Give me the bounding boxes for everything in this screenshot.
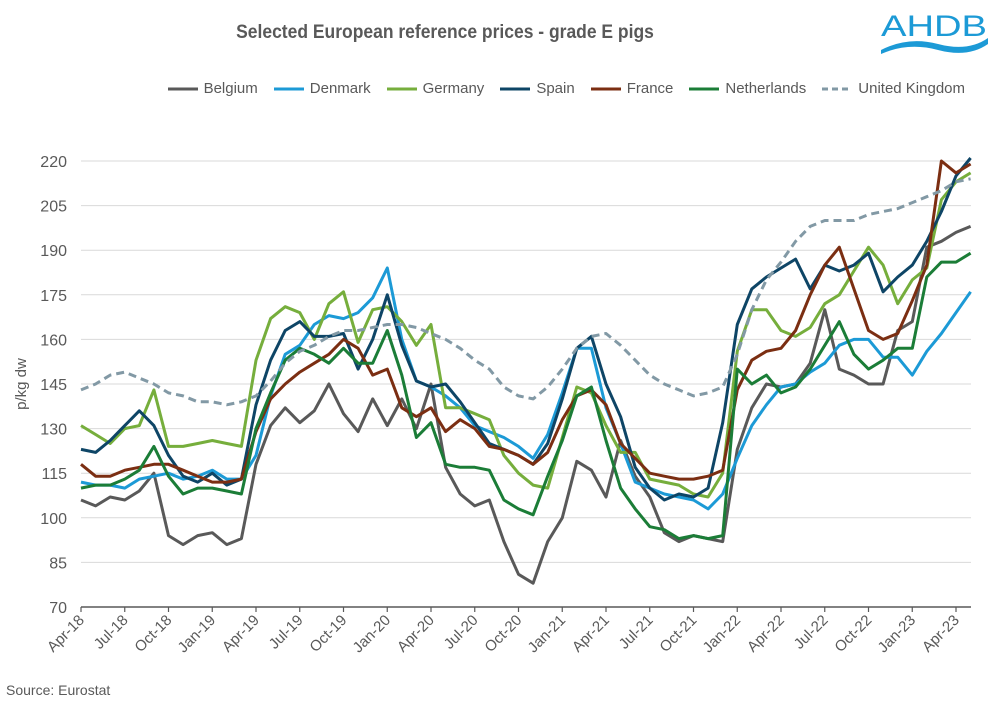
x-tick-label: Apr-18: [44, 612, 88, 656]
y-tick-label: 175: [40, 288, 67, 305]
x-tick-label: Jan-22: [700, 612, 744, 656]
x-tick-label: Oct-19: [306, 612, 350, 656]
x-tick-label: Jan-20: [350, 612, 394, 656]
legend-label: United Kingdom: [858, 80, 965, 97]
x-tick-label: Oct-18: [131, 612, 175, 656]
x-tick-label: Jul-18: [91, 612, 132, 653]
y-tick-label: 145: [40, 377, 67, 394]
series-line-spain: [80, 157, 972, 502]
x-tick-label: Apr-23: [919, 612, 963, 656]
legend-label: France: [626, 80, 674, 97]
legend-swatch: [167, 87, 198, 90]
logo-wave-icon: [881, 38, 988, 54]
x-tick-label: Jul-19: [266, 612, 307, 653]
series-line-netherlands: [80, 251, 972, 541]
legend: Belgium Denmark Germany Spain France Netherla…: [0, 80, 995, 97]
legend-label: Spain: [536, 80, 575, 97]
legend-swatch: [386, 87, 417, 90]
x-tick-label: Apr-22: [744, 612, 788, 656]
legend-swatch: [500, 87, 531, 90]
legend-item-denmark: Denmark: [272, 80, 371, 97]
y-tick-label: 205: [40, 199, 67, 216]
y-tick-label: 220: [40, 154, 67, 171]
x-tick-label: Apr-19: [219, 612, 263, 656]
y-tick-label: 130: [40, 422, 67, 439]
x-tick-label: Oct-20: [481, 612, 525, 656]
ahdb-logo: AHDB: [878, 6, 990, 56]
y-tick-label: 190: [40, 243, 67, 260]
y-tick-label: 85: [49, 555, 67, 572]
x-tick-label: Jul-22: [791, 612, 832, 653]
series-line-denmark: [80, 266, 972, 511]
legend-swatch: [822, 87, 853, 90]
chart-title: Selected European reference prices - gra…: [236, 22, 654, 43]
x-tick-label: Apr-20: [394, 612, 438, 656]
x-tick-label: Oct-21: [656, 612, 700, 656]
legend-item-belgium: Belgium: [166, 80, 258, 97]
x-tick-label: Jan-23: [875, 612, 919, 656]
legend-item-france: France: [589, 80, 674, 97]
legend-label: Denmark: [309, 80, 371, 97]
series-line-united-kingdom: [80, 177, 971, 407]
legend-label: Belgium: [203, 80, 258, 97]
legend-item-netherlands: Netherlands: [687, 80, 806, 97]
y-axis-label: p/kg dw: [13, 358, 30, 410]
x-tick-label: Apr-21: [569, 612, 613, 656]
legend-label: Netherlands: [725, 80, 807, 97]
legend-item-spain: Spain: [498, 80, 575, 97]
legend-item-germany: Germany: [385, 80, 485, 97]
legend-label: Germany: [422, 80, 485, 97]
x-tick-label: Jul-21: [616, 612, 657, 653]
legend-swatch: [273, 87, 304, 90]
series-line-france: [80, 159, 972, 484]
x-tick-label: Oct-22: [831, 612, 875, 656]
x-tick-label: Jan-19: [175, 612, 219, 656]
logo-text: AHDB: [881, 10, 987, 43]
y-tick-label: 115: [41, 466, 67, 483]
series-line-belgium: [80, 225, 972, 585]
x-tick-label: Jul-20: [441, 612, 482, 653]
legend-swatch: [590, 87, 621, 90]
x-tick-label: Jan-21: [525, 612, 569, 656]
legend-swatch: [689, 87, 720, 90]
y-tick-label: 70: [49, 600, 67, 617]
source-note: Source: Eurostat: [6, 682, 111, 698]
y-tick-label: 160: [40, 332, 67, 349]
legend-item-united-kingdom: United Kingdom: [820, 80, 965, 97]
series-line-germany: [80, 171, 972, 499]
y-tick-label: 100: [40, 511, 67, 528]
